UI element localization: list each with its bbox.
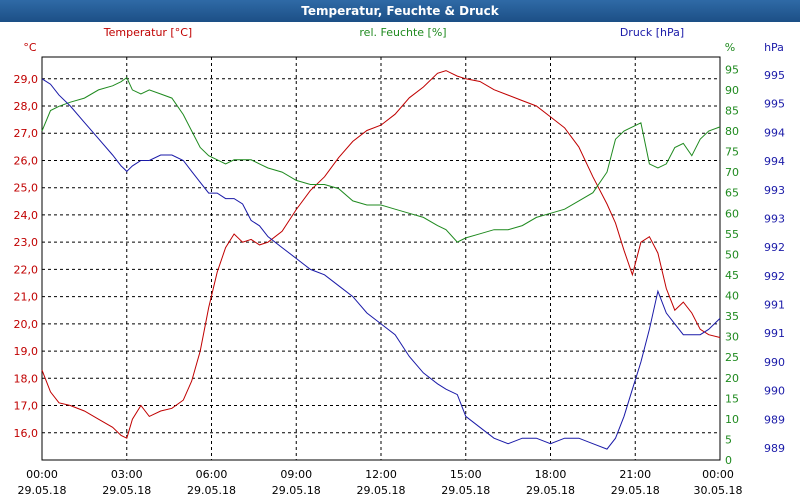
humidity-tick-label: 45 (725, 269, 739, 282)
pressure-tick-label: 990 (764, 385, 785, 398)
x-tick-label-time: 15:00 (450, 468, 482, 481)
right-axis-unit-pressure: hPa (764, 41, 784, 54)
humidity-tick-label: 30 (725, 331, 739, 344)
x-tick-label-time: 21:00 (619, 468, 651, 481)
temperature-tick-label: 20,0 (14, 318, 39, 331)
pressure-tick-label: 989 (764, 413, 785, 426)
right-axis-unit-humidity: % (725, 41, 735, 54)
chart-title: Temperatur, Feuchte & Druck (0, 0, 800, 22)
pressure-tick-label: 989 (764, 442, 785, 455)
humidity-tick-label: 40 (725, 290, 739, 303)
humidity-tick-label: 60 (725, 207, 739, 220)
humidity-tick-label: 65 (725, 187, 739, 200)
humidity-tick-label: 10 (725, 413, 739, 426)
pressure-tick-label: 994 (764, 126, 785, 139)
humidity-tick-label: 35 (725, 310, 739, 323)
x-tick-label-date: 29.05.18 (18, 484, 67, 497)
pressure-tick-label: 995 (764, 98, 785, 111)
humidity-tick-label: 80 (725, 125, 739, 138)
x-tick-label-time: 06:00 (196, 468, 228, 481)
x-tick-label-date: 30.05.18 (694, 484, 743, 497)
temperature-tick-label: 17,0 (14, 400, 39, 413)
temperature-tick-label: 29,0 (14, 73, 39, 86)
x-tick-label-time: 00:00 (26, 468, 58, 481)
humidity-tick-label: 20 (725, 372, 739, 385)
temperature-tick-label: 16,0 (14, 427, 39, 440)
axis-ticks: 00:00 29.05.18 03:00 29.05.18 06:00 29.05.18 0… (14, 63, 786, 497)
humidity-tick-label: 15 (725, 392, 739, 405)
x-tick-label-time: 03:00 (111, 468, 143, 481)
x-tick-label-time: 00:00 (702, 468, 734, 481)
series-line-humidity (41, 76, 721, 243)
temperature-tick-label: 23,0 (14, 236, 39, 249)
humidity-tick-label: 50 (725, 248, 739, 261)
x-tick-label-date: 29.05.18 (357, 484, 406, 497)
humidity-tick-label: 90 (725, 84, 739, 97)
humidity-tick-label: 25 (725, 351, 739, 364)
legend-humidity: rel. Feuchte [%] (359, 26, 446, 39)
humidity-tick-label: 0 (725, 454, 732, 467)
humidity-tick-label: 5 (725, 433, 732, 446)
temperature-tick-label: 18,0 (14, 372, 39, 385)
pressure-tick-label: 994 (764, 155, 785, 168)
humidity-tick-label: 75 (725, 146, 739, 159)
humidity-tick-label: 95 (725, 63, 739, 76)
legend-pressure: Druck [hPa] (620, 26, 684, 39)
pressure-tick-label: 991 (764, 299, 785, 312)
pressure-tick-label: 991 (764, 327, 785, 340)
pressure-tick-label: 993 (764, 212, 785, 225)
series-lines (41, 70, 721, 450)
x-tick-label-date: 29.05.18 (526, 484, 575, 497)
x-tick-label-date: 29.05.18 (611, 484, 660, 497)
pressure-tick-label: 990 (764, 356, 785, 369)
pressure-tick-label: 992 (764, 270, 785, 283)
humidity-tick-label: 55 (725, 228, 739, 241)
temperature-tick-label: 24,0 (14, 209, 39, 222)
x-tick-label-date: 29.05.18 (187, 484, 236, 497)
pressure-tick-label: 993 (764, 184, 785, 197)
x-tick-label-time: 09:00 (280, 468, 312, 481)
left-axis-unit: °C (23, 41, 37, 54)
humidity-tick-label: 85 (725, 104, 739, 117)
pressure-tick-label: 995 (764, 69, 785, 82)
x-tick-label-date: 29.05.18 (441, 484, 490, 497)
pressure-tick-label: 992 (764, 241, 785, 254)
humidity-tick-label: 70 (725, 166, 739, 179)
legend-temperature: Temperatur [°C] (103, 26, 192, 39)
x-tick-label-date: 29.05.18 (272, 484, 321, 497)
temperature-tick-label: 22,0 (14, 263, 39, 276)
temperature-tick-label: 19,0 (14, 345, 39, 358)
series-line-temperature (41, 70, 721, 439)
temperature-tick-label: 26,0 (14, 154, 39, 167)
temperature-tick-label: 28,0 (14, 100, 39, 113)
temperature-tick-label: 27,0 (14, 127, 39, 140)
x-tick-label-date: 29.05.18 (102, 484, 151, 497)
temperature-tick-label: 21,0 (14, 291, 39, 304)
x-tick-label-time: 18:00 (535, 468, 567, 481)
series-line-pressure (41, 78, 721, 450)
temperature-tick-label: 25,0 (14, 182, 39, 195)
x-tick-label-time: 12:00 (365, 468, 397, 481)
